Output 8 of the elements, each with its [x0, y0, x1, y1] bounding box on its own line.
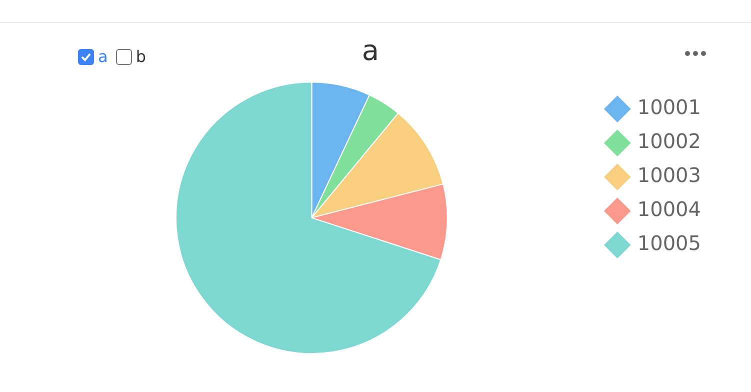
legend-label: 10002 [637, 129, 701, 154]
text: a [98, 47, 108, 66]
chart-title: a [362, 34, 380, 68]
legend-label: 10005 [637, 231, 701, 256]
text: b [136, 47, 146, 66]
legend-label: 10004 [637, 197, 701, 222]
legend-label: 10001 [637, 95, 701, 120]
legend-label: 10003 [637, 163, 701, 188]
